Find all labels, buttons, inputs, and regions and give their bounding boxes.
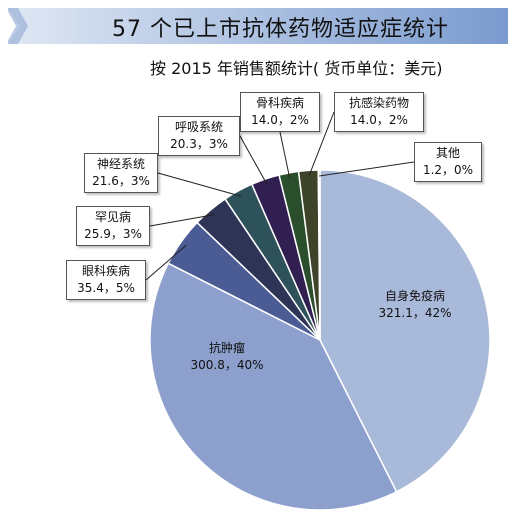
leader-line-8 <box>319 161 415 177</box>
slice-label-value: 14.0，2% <box>251 113 309 127</box>
slice-label-value: 35.4，5% <box>77 281 135 295</box>
pie-slice-8 <box>317 169 321 341</box>
slice-label-value: 14.0，2% <box>350 113 408 127</box>
leader-line-4 <box>157 172 242 197</box>
slice-label-value: 321.1，42% <box>378 306 452 320</box>
slice-label-7: 抗感染药物 14.0，2% <box>334 92 424 132</box>
leader-line-7 <box>308 111 335 177</box>
slice-label-name: 骨科疾病 <box>255 96 304 110</box>
pie-slice-0 <box>319 169 491 493</box>
leader-line-2 <box>145 244 187 281</box>
slice-label-4: 神经系统 21.6，3% <box>84 153 158 193</box>
slice-label-value: 1.2，0% <box>422 163 474 177</box>
slice-label-value: 21.6，3% <box>92 174 150 188</box>
pie-slice-1 <box>149 262 398 511</box>
leader-line-5 <box>239 135 268 185</box>
slice-label-value: 20.3，3% <box>170 137 228 151</box>
title-banner: 57 个已上市抗体药物适应症统计 <box>8 8 508 44</box>
slice-label-1: 抗肿瘤 300.8，40% <box>184 340 270 374</box>
slice-label-value: 300.8，40% <box>190 358 264 372</box>
slice-label-name: 神经系统 <box>96 157 145 171</box>
slice-label-name: 眼科疾病 <box>81 264 130 278</box>
slice-label-5: 呼吸系统 20.3，3% <box>158 116 240 156</box>
slice-label-name: 抗肿瘤 <box>208 341 245 355</box>
slice-label-value: 25.9，3% <box>84 227 142 241</box>
leader-line-3 <box>149 214 215 227</box>
chart-subtitle: 按 2015 年销售额统计( 货币单位：美元) <box>150 59 443 78</box>
slice-label-name: 其他 <box>435 146 460 160</box>
slice-label-0: 自身免疫病 321.1，42% <box>372 288 458 322</box>
chart-title: 57 个已上市抗体药物适应症统计 <box>112 17 449 42</box>
slice-label-3: 罕见病 25.9，3% <box>76 206 150 246</box>
slice-label-6: 骨科疾病 14.0，2% <box>240 92 320 132</box>
slice-label-name: 罕见病 <box>94 210 131 224</box>
slice-label-2: 眼科疾病 35.4，5% <box>66 260 146 300</box>
slice-label-name: 呼吸系统 <box>174 120 223 134</box>
slice-label-name: 抗感染药物 <box>348 96 409 110</box>
title-banner-shape <box>8 8 508 44</box>
slice-label-8: 其他 1.2，0% <box>414 142 482 182</box>
slice-label-name: 自身免疫病 <box>384 289 445 303</box>
leader-line-6 <box>279 131 291 179</box>
